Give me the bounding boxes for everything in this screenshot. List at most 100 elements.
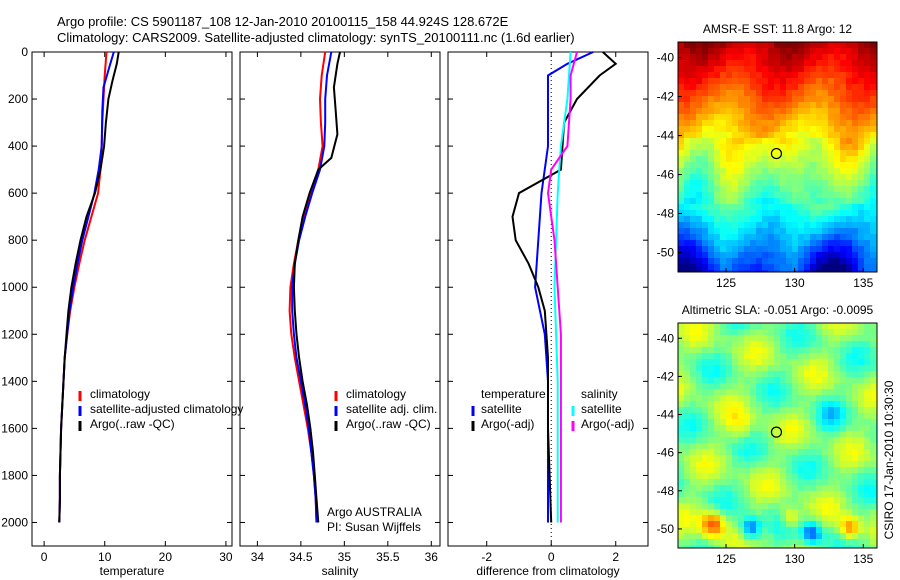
heatmap-cell [828,228,834,234]
heatmap-cell [816,389,822,395]
heatmap-cell [696,437,702,443]
heatmap-cell [858,144,864,150]
heatmap-cell [798,132,804,138]
heatmap-cell [792,533,798,539]
heatmap-cell [696,126,702,132]
heatmap-cell [840,270,846,272]
heatmap-cell [708,443,714,449]
heatmap-cell [810,527,816,533]
heatmap-cell [756,252,762,258]
heatmap-cell [702,102,708,108]
sla-map-panel: Altimetric SLA: -0.051 Argo: -0.0095-40-… [657,303,878,566]
heatmap-cell [864,72,870,78]
heatmap-cell [702,174,708,180]
heatmap-cell [690,180,696,186]
heatmap-cell [714,162,720,168]
heatmap-cell [864,473,870,479]
heatmap-cell [852,497,858,503]
heatmap-cell [684,383,690,389]
heatmap-cell [774,126,780,132]
heatmap-cell [756,192,762,198]
heatmap-cell [744,168,750,174]
heatmap-cell [858,413,864,419]
heatmap-cell [858,371,864,377]
heatmap-cell [816,407,822,413]
heatmap-cell [690,126,696,132]
heatmap-cell [714,144,720,150]
heatmap-cell [708,503,714,509]
heatmap-cell [738,114,744,120]
heatmap-cell [816,515,822,521]
heatmap-cell [816,78,822,84]
heatmap-cell [852,365,858,371]
heatmap-cell [708,455,714,461]
heatmap-cell [834,395,840,401]
heatmap-cell [714,54,720,60]
heatmap-cell [840,156,846,162]
heatmap-cell [732,270,738,272]
heatmap-cell [822,425,828,431]
heatmap-cell [732,377,738,383]
heatmap-cell [858,210,864,216]
heatmap-cell [816,228,822,234]
heatmap-cell [828,186,834,192]
heatmap-cell [822,66,828,72]
heatmap-cell [726,461,732,467]
heatmap-cell [750,192,756,198]
heatmap-cell [810,461,816,467]
heatmap-cell [798,341,804,347]
heatmap-cell [678,84,684,90]
heatmap-cell [828,473,834,479]
heatmap-cell [750,78,756,84]
heatmap-cell [744,323,750,329]
heatmap-cell [738,419,744,425]
heatmap-cell [798,485,804,491]
heatmap-cell [810,270,816,272]
heatmap-cell [834,138,840,144]
heatmap-cell [768,431,774,437]
heatmap-cell [702,222,708,228]
heatmap-cell [828,467,834,473]
heatmap-cell [858,467,864,473]
heatmap-cell [870,234,876,240]
heatmap-cell [804,216,810,222]
heatmap-cell [744,377,750,383]
heatmap-cell [864,521,870,527]
heatmap-cell [720,419,726,425]
heatmap-cell [738,407,744,413]
heatmap-cell [774,66,780,72]
heatmap-cell [828,389,834,395]
heatmap-cell [852,132,858,138]
heatmap-cell [750,461,756,467]
heatmap-cell [768,527,774,533]
heatmap-cell [684,377,690,383]
heatmap-cell [708,335,714,341]
heatmap-cell [870,144,876,150]
heatmap-cell [744,527,750,533]
heatmap-cell [762,509,768,515]
heatmap-cell [816,467,822,473]
heatmap-cell [768,485,774,491]
heatmap-cell [684,162,690,168]
heatmap-cell [768,114,774,120]
heatmap-cell [858,258,864,264]
heatmap-cell [846,347,852,353]
heatmap-cell [732,389,738,395]
y-tick-label: -48 [657,207,675,221]
heatmap-cell [852,198,858,204]
heatmap-cell [714,258,720,264]
heatmap-cell [840,264,846,270]
heatmap-cell [780,48,786,54]
heatmap-cell [786,180,792,186]
heatmap-cell [678,270,684,272]
heatmap-cell [696,192,702,198]
heatmap-cell [708,527,714,533]
heatmap-cell [846,497,852,503]
heatmap-cell [858,383,864,389]
heatmap-cell [750,365,756,371]
heatmap-cell [846,252,852,258]
heatmap-cell [816,126,822,132]
heatmap-cell [780,497,786,503]
heatmap-cell [690,198,696,204]
heatmap-cell [798,509,804,515]
